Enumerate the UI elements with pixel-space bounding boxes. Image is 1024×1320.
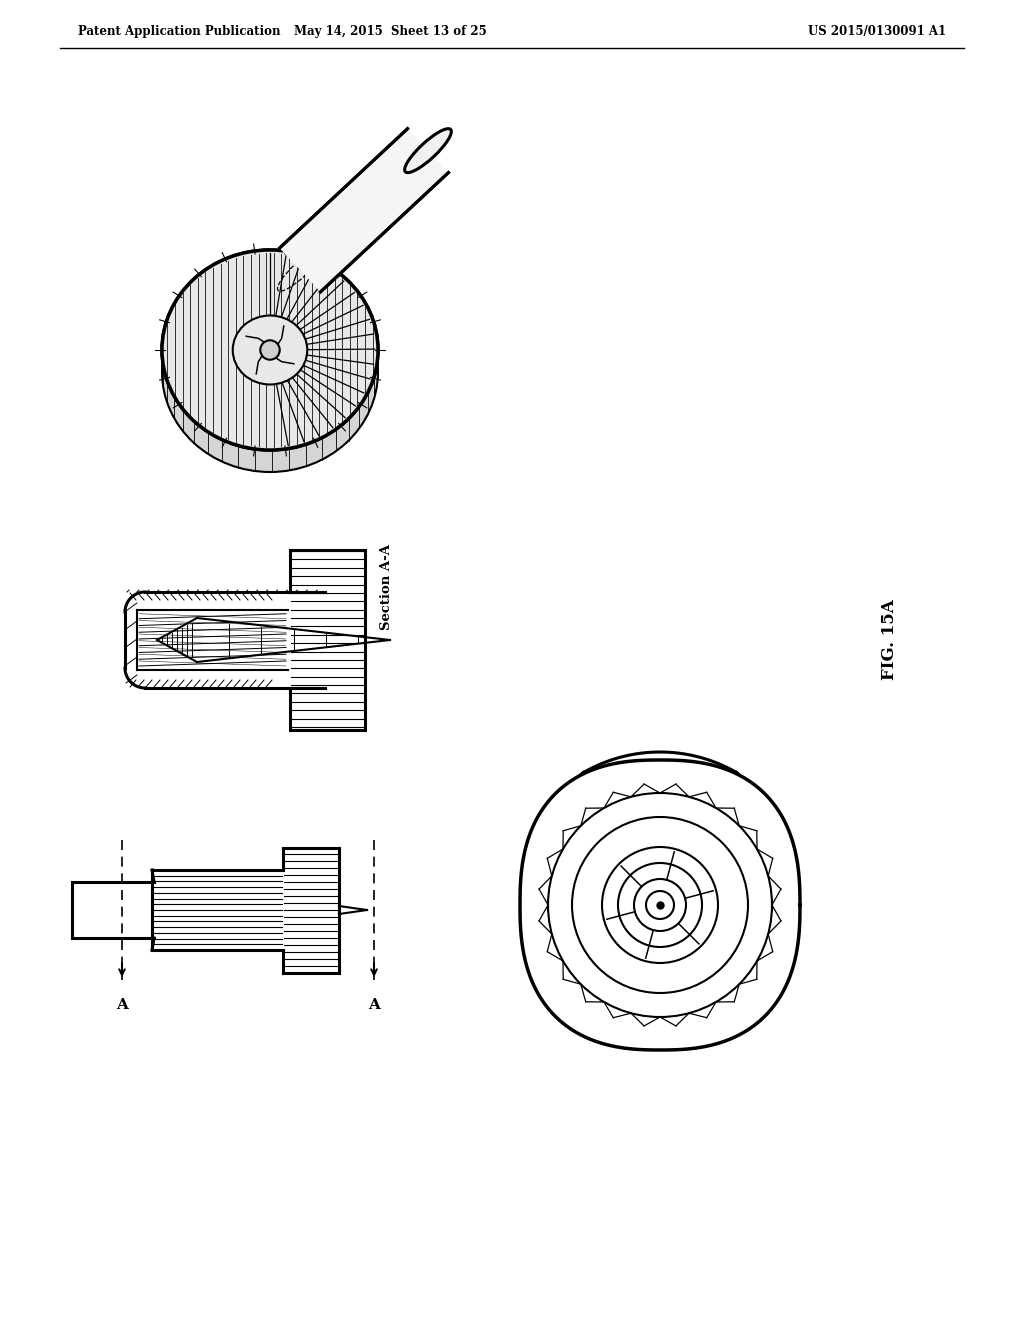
Ellipse shape bbox=[232, 315, 307, 384]
Text: May 14, 2015  Sheet 13 of 25: May 14, 2015 Sheet 13 of 25 bbox=[294, 25, 486, 38]
Circle shape bbox=[260, 341, 280, 360]
Polygon shape bbox=[280, 129, 449, 292]
Text: A: A bbox=[116, 998, 128, 1012]
Ellipse shape bbox=[404, 128, 452, 173]
Ellipse shape bbox=[162, 249, 378, 450]
Text: Patent Application Publication: Patent Application Publication bbox=[78, 25, 281, 38]
Ellipse shape bbox=[162, 249, 378, 450]
Text: Section A-A: Section A-A bbox=[380, 544, 393, 630]
Text: FIG. 15A: FIG. 15A bbox=[882, 599, 898, 680]
Text: A: A bbox=[368, 998, 380, 1012]
Ellipse shape bbox=[162, 272, 378, 473]
Text: US 2015/0130091 A1: US 2015/0130091 A1 bbox=[808, 25, 946, 38]
